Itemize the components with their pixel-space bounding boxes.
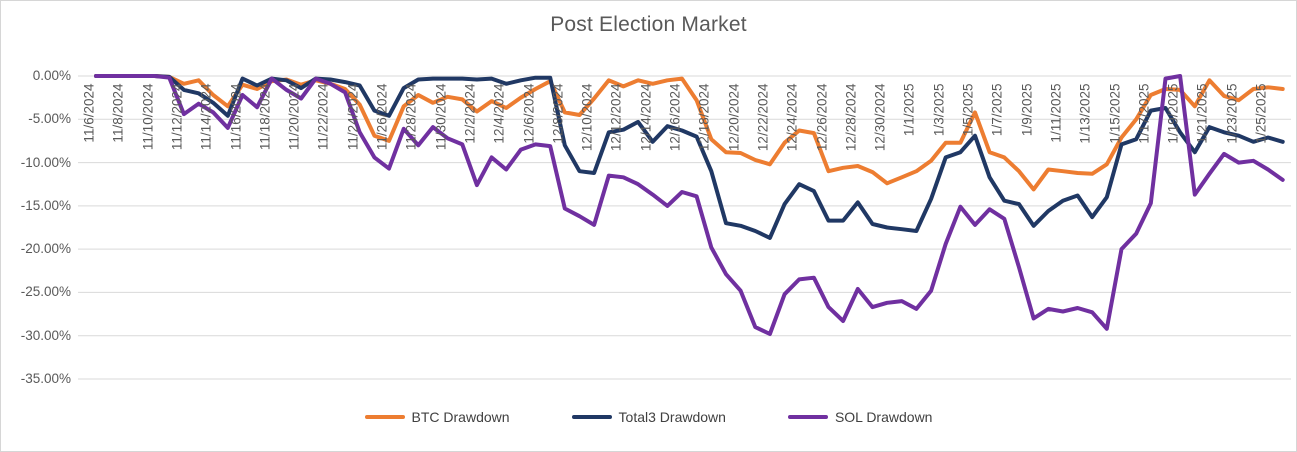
- x-axis-tick-label: 11/24/2024: [345, 83, 361, 151]
- x-axis-tick-label: 1/25/2025: [1253, 83, 1269, 144]
- x-axis-tick-label: 1/17/2025: [1136, 83, 1152, 144]
- y-axis-tick-label: -30.00%: [20, 327, 71, 343]
- x-axis-tick-label: 12/10/2024: [579, 83, 595, 152]
- x-axis-tick-label: 11/22/2024: [315, 83, 331, 151]
- x-axis-tick-label: 1/15/2025: [1107, 83, 1122, 144]
- x-axis-tick-label: 1/5/2025: [960, 83, 976, 137]
- sol-legend-swatch-icon: [787, 414, 828, 420]
- x-axis-tick-label: 12/28/2024: [843, 83, 859, 152]
- x-axis-tick-label: 11/10/2024: [140, 83, 156, 151]
- y-axis-tick-label: -35.00%: [20, 370, 71, 386]
- x-axis-tick-label: 12/6/2024: [521, 83, 536, 144]
- x-axis-tick-label: 12/30/2024: [872, 83, 888, 152]
- btc-legend-swatch-icon: [364, 414, 405, 420]
- x-axis-tick-label: 1/3/2025: [931, 83, 947, 137]
- y-axis-tick-label: -20.00%: [20, 241, 71, 257]
- x-axis-tick-label: 11/8/2024: [110, 83, 126, 143]
- x-axis-tick-label: 1/9/2025: [1019, 83, 1035, 137]
- x-axis-tick-label: 11/16/2024: [228, 83, 243, 151]
- legend-item-total3[interactable]: Total3 Drawdown: [571, 409, 726, 425]
- chart-legend: BTC Drawdown Total3 Drawdown SOL Drawdow…: [1, 409, 1296, 425]
- x-axis-tick-label: 12/22/2024: [755, 83, 771, 152]
- x-axis-tick-label: 12/24/2024: [784, 83, 800, 152]
- x-axis-tick-label: 11/28/2024: [403, 83, 419, 151]
- legend-item-btc[interactable]: BTC Drawdown: [364, 409, 510, 425]
- gridlines: [78, 75, 1291, 380]
- x-axis-tick-label: 11/6/2024: [81, 83, 97, 143]
- x-axis-tick-label: 1/19/2025: [1165, 83, 1181, 144]
- x-axis-tick-label: 1/13/2025: [1077, 83, 1093, 144]
- sol-drawdown-line: [94, 74, 1285, 336]
- x-axis-tick-label: 1/7/2025: [989, 83, 1005, 137]
- x-axis-tick-label: 11/14/2024: [198, 83, 214, 151]
- chart-title: Post Election Market: [550, 13, 747, 36]
- legend-label: Total3 Drawdown: [618, 409, 726, 425]
- x-axis-tick-label: 12/2/2024: [462, 83, 478, 144]
- x-axis-tick-label: 1/21/2025: [1194, 83, 1210, 144]
- x-axis-tick-label: 1/11/2025: [1048, 83, 1064, 143]
- y-axis-tick-label: -15.00%: [20, 197, 71, 213]
- x-axis-tick-label: 12/18/2024: [696, 83, 712, 152]
- total3-drawdown-line: [94, 74, 1285, 240]
- y-axis-tick-label: 0.00%: [32, 68, 71, 83]
- y-axis-tick-label: -10.00%: [20, 154, 71, 170]
- x-axis-tick-label: 12/20/2024: [726, 83, 742, 152]
- x-axis-tick-label: 11/30/2024: [433, 83, 449, 151]
- y-axis-tick-label: -5.00%: [28, 111, 71, 127]
- x-axis-tick-label: 12/14/2024: [638, 83, 654, 152]
- x-axis-tick-label: 12/16/2024: [667, 83, 683, 152]
- x-axis-tick-label: 12/8/2024: [550, 83, 566, 144]
- x-axis-tick-label: 11/20/2024: [286, 83, 302, 151]
- x-axis-tick-label: 11/26/2024: [374, 83, 390, 151]
- y-axis-tick-label: -25.00%: [20, 284, 71, 300]
- x-axis-tick-label: 12/12/2024: [608, 83, 624, 152]
- x-axis-tick-label: 1/1/2025: [901, 83, 917, 137]
- legend-item-sol[interactable]: SOL Drawdown: [787, 409, 933, 425]
- total3-legend-swatch-icon: [571, 414, 612, 420]
- legend-label: BTC Drawdown: [411, 409, 510, 425]
- legend-label: SOL Drawdown: [834, 409, 933, 425]
- x-axis-tick-label: 11/12/2024: [169, 83, 185, 151]
- x-axis-tick-label: 11/18/2024: [257, 83, 273, 151]
- x-axis-tick-label: 12/26/2024: [814, 83, 829, 152]
- x-axis-tick-label: 1/23/2025: [1224, 83, 1240, 144]
- x-axis-tick-label: 12/4/2024: [491, 83, 507, 144]
